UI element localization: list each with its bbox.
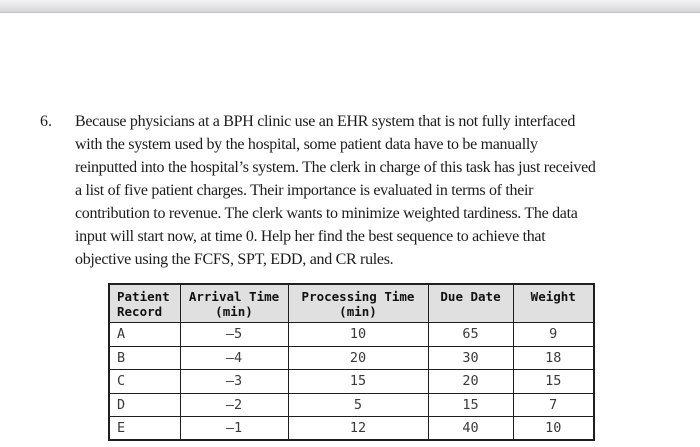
header-line: Processing Time bbox=[301, 289, 415, 304]
cell-weight: 18 bbox=[512, 345, 595, 370]
header-line: (min) bbox=[215, 304, 253, 319]
cell-due: 40 bbox=[427, 416, 514, 441]
cell-patient: B bbox=[108, 345, 181, 370]
problem-text-line: reinputted into the hospital’s system. T… bbox=[75, 159, 596, 176]
cell-arrival: –4 bbox=[179, 345, 289, 370]
cell-processing: 12 bbox=[287, 416, 429, 441]
cell-patient: C bbox=[108, 369, 181, 394]
window-chrome-bar bbox=[0, 0, 700, 13]
table-row: E –1 12 40 10 bbox=[108, 416, 595, 441]
header-line: Record bbox=[117, 304, 163, 319]
cell-arrival: –3 bbox=[179, 369, 289, 394]
problem-text: Because physicians at a BPH clinic use a… bbox=[75, 110, 680, 271]
cell-weight: 10 bbox=[512, 416, 595, 441]
problem-text-line: objective using the FCFS, SPT, EDD, and … bbox=[75, 251, 394, 268]
table-row: B –4 20 30 18 bbox=[108, 345, 595, 370]
cell-due: 15 bbox=[427, 392, 514, 417]
table-row: D –2 5 15 7 bbox=[108, 392, 595, 417]
col-header-weight: Weight bbox=[512, 283, 595, 323]
table-header-row: Patient Record Arrival Time (min) Proces… bbox=[108, 283, 595, 323]
table-row: C –3 15 20 15 bbox=[108, 369, 595, 394]
col-header-due-date: Due Date bbox=[427, 283, 514, 323]
table-row: A –5 10 65 9 bbox=[108, 322, 595, 347]
cell-weight: 9 bbox=[512, 322, 595, 347]
cell-arrival: –5 bbox=[179, 322, 289, 347]
cell-processing: 10 bbox=[287, 322, 429, 347]
col-header-arrival-time: Arrival Time (min) bbox=[179, 283, 289, 323]
cell-patient: A bbox=[108, 322, 181, 347]
problem-statement: 6. Because physicians at a BPH clinic us… bbox=[40, 110, 680, 271]
cell-processing: 20 bbox=[287, 345, 429, 370]
header-line: Due Date bbox=[440, 289, 501, 304]
problem-text-line: input will start now, at time 0. Help he… bbox=[75, 228, 546, 245]
document-page: 6. Because physicians at a BPH clinic us… bbox=[40, 110, 680, 441]
cell-weight: 15 bbox=[512, 369, 595, 394]
problem-text-line: Because physicians at a BPH clinic use a… bbox=[75, 113, 576, 130]
cell-processing: 15 bbox=[287, 369, 429, 394]
cell-due: 65 bbox=[427, 322, 514, 347]
cell-arrival: –2 bbox=[179, 392, 289, 417]
col-header-processing-time: Processing Time (min) bbox=[287, 283, 429, 323]
header-line: Patient bbox=[117, 289, 170, 304]
cell-arrival: –1 bbox=[179, 416, 289, 441]
cell-processing: 5 bbox=[287, 392, 429, 417]
patient-charges-table: Patient Record Arrival Time (min) Proces… bbox=[108, 283, 595, 441]
problem-text-line: with the system used by the hospital, so… bbox=[75, 136, 538, 153]
cell-due: 30 bbox=[427, 345, 514, 370]
cell-patient: E bbox=[108, 416, 181, 441]
header-line: Arrival Time bbox=[188, 289, 280, 304]
problem-text-line: contribution to revenue. The clerk wants… bbox=[75, 205, 578, 222]
header-line: Weight bbox=[530, 289, 576, 304]
problem-number: 6. bbox=[40, 113, 52, 130]
col-header-patient-record: Patient Record bbox=[108, 283, 181, 323]
header-line: (min) bbox=[339, 304, 377, 319]
problem-text-line: a list of five patient charges. Their im… bbox=[75, 182, 534, 199]
cell-weight: 7 bbox=[512, 392, 595, 417]
cell-patient: D bbox=[108, 392, 181, 417]
cell-due: 20 bbox=[427, 369, 514, 394]
